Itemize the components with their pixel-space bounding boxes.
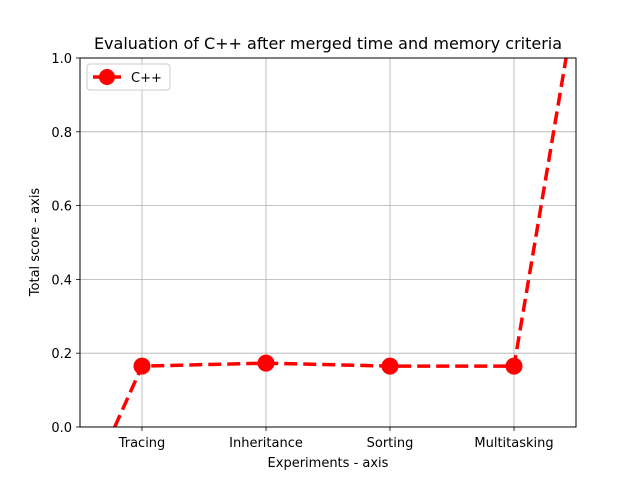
legend-marker <box>99 69 115 85</box>
legend-label: C++ <box>131 71 162 86</box>
x-tick-label: Inheritance <box>229 436 303 451</box>
data-point <box>381 357 399 375</box>
y-axis-label: Total score - axis <box>28 188 43 298</box>
series-line <box>113 58 568 427</box>
y-tick-label: 0.4 <box>51 273 72 288</box>
x-tick-label: Multitasking <box>474 436 553 451</box>
chart-title: Evaluation of C++ after merged time and … <box>94 34 562 53</box>
x-tick-label: Sorting <box>367 436 414 451</box>
x-axis-label: Experiments - axis <box>268 456 389 471</box>
ticks: Tracing Inheritance Sorting Multitasking 0.0… <box>51 52 553 451</box>
data-point <box>257 354 275 372</box>
legend: C++ <box>86 63 171 91</box>
y-tick-label: 0.2 <box>51 347 72 362</box>
x-tick-label: Tracing <box>118 436 166 451</box>
plot-frame <box>79 57 577 428</box>
y-tick-label: 1.0 <box>51 52 72 67</box>
data-point <box>133 357 151 375</box>
data-point <box>505 357 523 375</box>
series-layer <box>113 58 568 427</box>
y-tick-label: 0.0 <box>51 421 72 436</box>
y-tick-label: 0.8 <box>51 126 72 141</box>
y-tick-label: 0.6 <box>51 200 72 215</box>
